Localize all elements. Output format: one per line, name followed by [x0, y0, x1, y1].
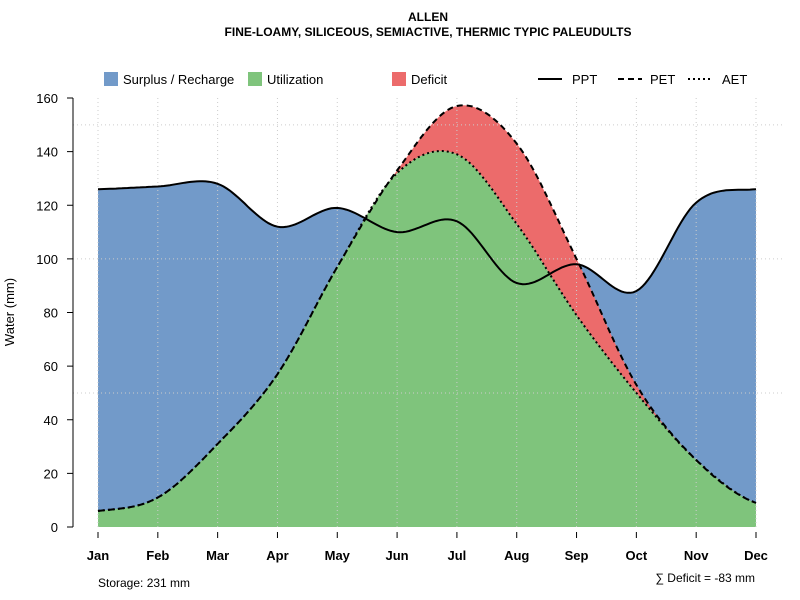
- x-tick-label-may: May: [325, 548, 351, 563]
- series-line-ppt: [97, 180, 757, 294]
- x-tick-label-nov: Nov: [684, 548, 709, 563]
- y-tick-label: 160: [36, 91, 58, 106]
- storage-annotation: Storage: 231 mm: [98, 576, 190, 590]
- y-tick-label: 80: [44, 306, 58, 321]
- series-line-pet: [97, 104, 757, 512]
- y-tick-label: 0: [51, 520, 58, 535]
- x-tick-label-jan: Jan: [87, 548, 109, 563]
- x-tick-label-apr: Apr: [266, 548, 288, 563]
- x-tick-label-sep: Sep: [565, 548, 589, 563]
- y-tick-label: 120: [36, 198, 58, 213]
- legend-swatch-deficit: [392, 72, 406, 86]
- x-tick-label-oct: Oct: [626, 548, 648, 563]
- utilization-area: [98, 151, 756, 527]
- y-axis-label: Water (mm): [2, 278, 17, 346]
- legend-label-aet: AET: [722, 72, 747, 87]
- y-tick-label: 140: [36, 145, 58, 160]
- legend-label-deficit: Deficit: [411, 72, 448, 87]
- y-tick-label: 20: [44, 466, 58, 481]
- chart-title: ALLEN: [408, 10, 448, 24]
- legend-label-ppt: PPT: [572, 72, 597, 87]
- x-tick-label-jun: Jun: [386, 548, 409, 563]
- x-tick-label-aug: Aug: [504, 548, 529, 563]
- x-tick-label-jul: Jul: [448, 548, 467, 563]
- y-tick-label: 40: [44, 413, 58, 428]
- x-tick-label-mar: Mar: [206, 548, 229, 563]
- legend-swatch-utilization: [248, 72, 262, 86]
- y-tick-label: 100: [36, 252, 58, 267]
- x-tick-label-feb: Feb: [146, 548, 169, 563]
- x-tick-label-dec: Dec: [744, 548, 768, 563]
- legend-label-utilization: Utilization: [267, 72, 323, 87]
- legend-label-pet: PET: [650, 72, 675, 87]
- chart-subtitle: FINE-LOAMY, SILICEOUS, SEMIACTIVE, THERM…: [225, 25, 632, 39]
- series-line-aet: [97, 149, 757, 512]
- y-tick-label: 60: [44, 359, 58, 374]
- legend-swatch-surplus: [104, 72, 118, 86]
- legend-label-surplus: Surplus / Recharge: [123, 72, 234, 87]
- deficit-annotation: ∑ Deficit = -83 mm: [655, 571, 755, 585]
- legend: Surplus / Recharge Utilization Deficit P…: [104, 72, 747, 87]
